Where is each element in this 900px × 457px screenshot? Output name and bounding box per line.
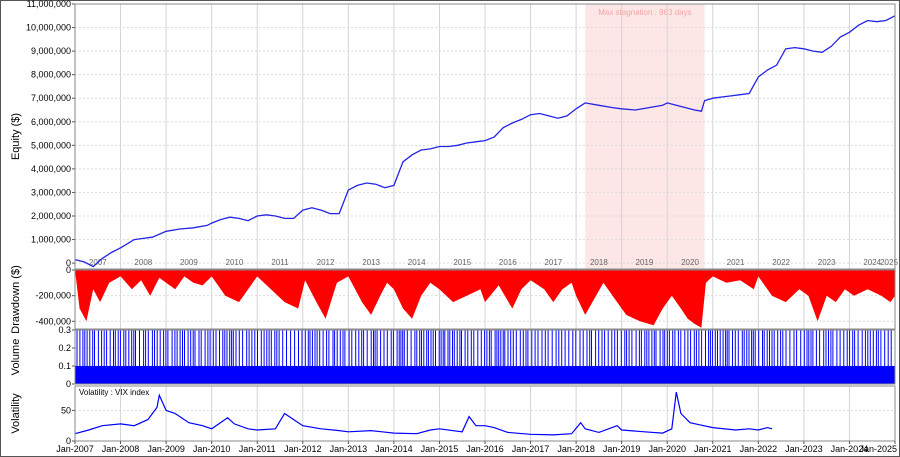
volume-y-axis-label: Volume — [10, 339, 22, 376]
x-tick-label: Jan-2015 — [421, 444, 459, 454]
y-tick-label: 1,000,000 — [31, 235, 71, 245]
y-tick-label: 6,000,000 — [31, 117, 71, 127]
year-label: 2023 — [818, 258, 836, 267]
y-tick-label: 0.2 — [58, 343, 71, 353]
volatility-legend: Volatility : VIX index — [79, 388, 149, 397]
equity-year-labels: 2007 2008 2009 2010 2011 2012 2013 2014 2015 2016… — [89, 258, 899, 267]
equity-y-ticks: 0 1,000,000 2,000,000 3,000,000 4,000,000 5,0… — [26, 0, 75, 268]
date-axis: Jan-2007 Jan-2008 Jan-2009 Jan-2010 Jan-2011… — [56, 441, 897, 454]
y-tick-label: 2,000,000 — [31, 211, 71, 221]
x-tick-label: Jan-2022 — [740, 444, 778, 454]
y-tick-label: 50 — [61, 405, 71, 415]
drawdown-y-axis-label: Drawdown ($) — [10, 265, 22, 333]
y-tick-label: -200,000 — [35, 291, 71, 301]
equity-panel-border — [74, 3, 896, 270]
equity-line — [74, 15, 896, 268]
y-tick-label: 10,000,000 — [26, 23, 71, 33]
vix-line — [74, 391, 773, 436]
volume-spikes — [76, 330, 892, 366]
year-label: 2020 — [681, 258, 699, 267]
x-tick-label: Jan-2016 — [466, 444, 504, 454]
x-tick-label: Jan-2011 — [239, 444, 276, 454]
y-tick-label: 9,000,000 — [31, 46, 71, 56]
x-tick-label: Jan-2014 — [375, 444, 413, 454]
volatility-y-axis-label: Volatility — [10, 393, 22, 434]
year-label: 2019 — [636, 258, 654, 267]
x-tick-label: Jan-2010 — [193, 444, 231, 454]
y-tick-label: 7,000,000 — [31, 93, 71, 103]
x-tick-label: Jan-2023 — [785, 444, 823, 454]
x-tick-label: Jan-2024 — [831, 444, 869, 454]
x-tick-label: Jan-2025 — [859, 444, 897, 454]
x-tick-label: Jan-2017 — [512, 444, 550, 454]
y-tick-label: -400,000 — [35, 316, 71, 326]
year-label: 2022 — [772, 258, 790, 267]
y-tick-label: 4,000,000 — [31, 164, 71, 174]
year-label: 2011 — [271, 258, 289, 267]
year-label: 2017 — [544, 258, 562, 267]
equity-grid — [74, 3, 896, 269]
x-tick-label: Jan-2013 — [330, 444, 368, 454]
max-stagnation-label: Max stagnation : 963 days — [598, 8, 691, 17]
year-label: 2014 — [408, 258, 426, 267]
x-tick-label: Jan-2008 — [102, 444, 140, 454]
max-stagnation-region — [585, 4, 705, 269]
y-tick-label: 3,000,000 — [31, 187, 71, 197]
x-tick-label: Jan-2009 — [147, 444, 185, 454]
x-tick-label: Jan-2018 — [557, 444, 595, 454]
y-tick-label: 0 — [66, 379, 71, 389]
volume-panel: 0 0.1 0.2 0.3 Volume — [10, 325, 896, 389]
year-label: 2010 — [226, 258, 244, 267]
year-label: 2012 — [317, 258, 335, 267]
y-tick-label: 5,000,000 — [31, 140, 71, 150]
x-tick-label: Jan-2019 — [603, 444, 641, 454]
drawdown-panel: 0 -200,000 -400,000 Drawdown ($) — [10, 265, 896, 334]
volume-base-band — [75, 366, 895, 384]
x-tick-label: Jan-2021 — [694, 444, 732, 454]
year-label: 2015 — [453, 258, 471, 267]
y-tick-label: 0 — [66, 258, 71, 268]
volume-panel-border — [74, 329, 896, 385]
year-label: 2021 — [727, 258, 745, 267]
y-tick-label: 0 — [66, 436, 71, 446]
drawdown-panel-border — [74, 269, 896, 330]
y-tick-label: 0 — [66, 265, 71, 275]
drawdown-area — [75, 270, 895, 328]
y-tick-label: 8,000,000 — [31, 70, 71, 80]
equity-y-axis-label: Equity ($) — [10, 113, 22, 160]
y-tick-label: 0.3 — [58, 325, 71, 335]
x-tick-label: Jan-2007 — [56, 444, 94, 454]
year-label: 2013 — [362, 258, 380, 267]
equity-panel: Max stagnation : 963 days 0 1,000,000 2,00… — [10, 0, 899, 270]
year-label: 2009 — [180, 258, 198, 267]
x-tick-label: Jan-2012 — [284, 444, 322, 454]
year-label: 2024 — [863, 258, 881, 267]
x-tick-label: Jan-2020 — [648, 444, 686, 454]
y-tick-label: 11,000,000 — [27, 0, 71, 9]
year-label: 2016 — [499, 258, 517, 267]
year-label: 2008 — [134, 258, 152, 267]
year-label: 2018 — [590, 258, 608, 267]
year-label: 2025 — [880, 258, 898, 267]
y-tick-label: 0.1 — [58, 361, 71, 371]
